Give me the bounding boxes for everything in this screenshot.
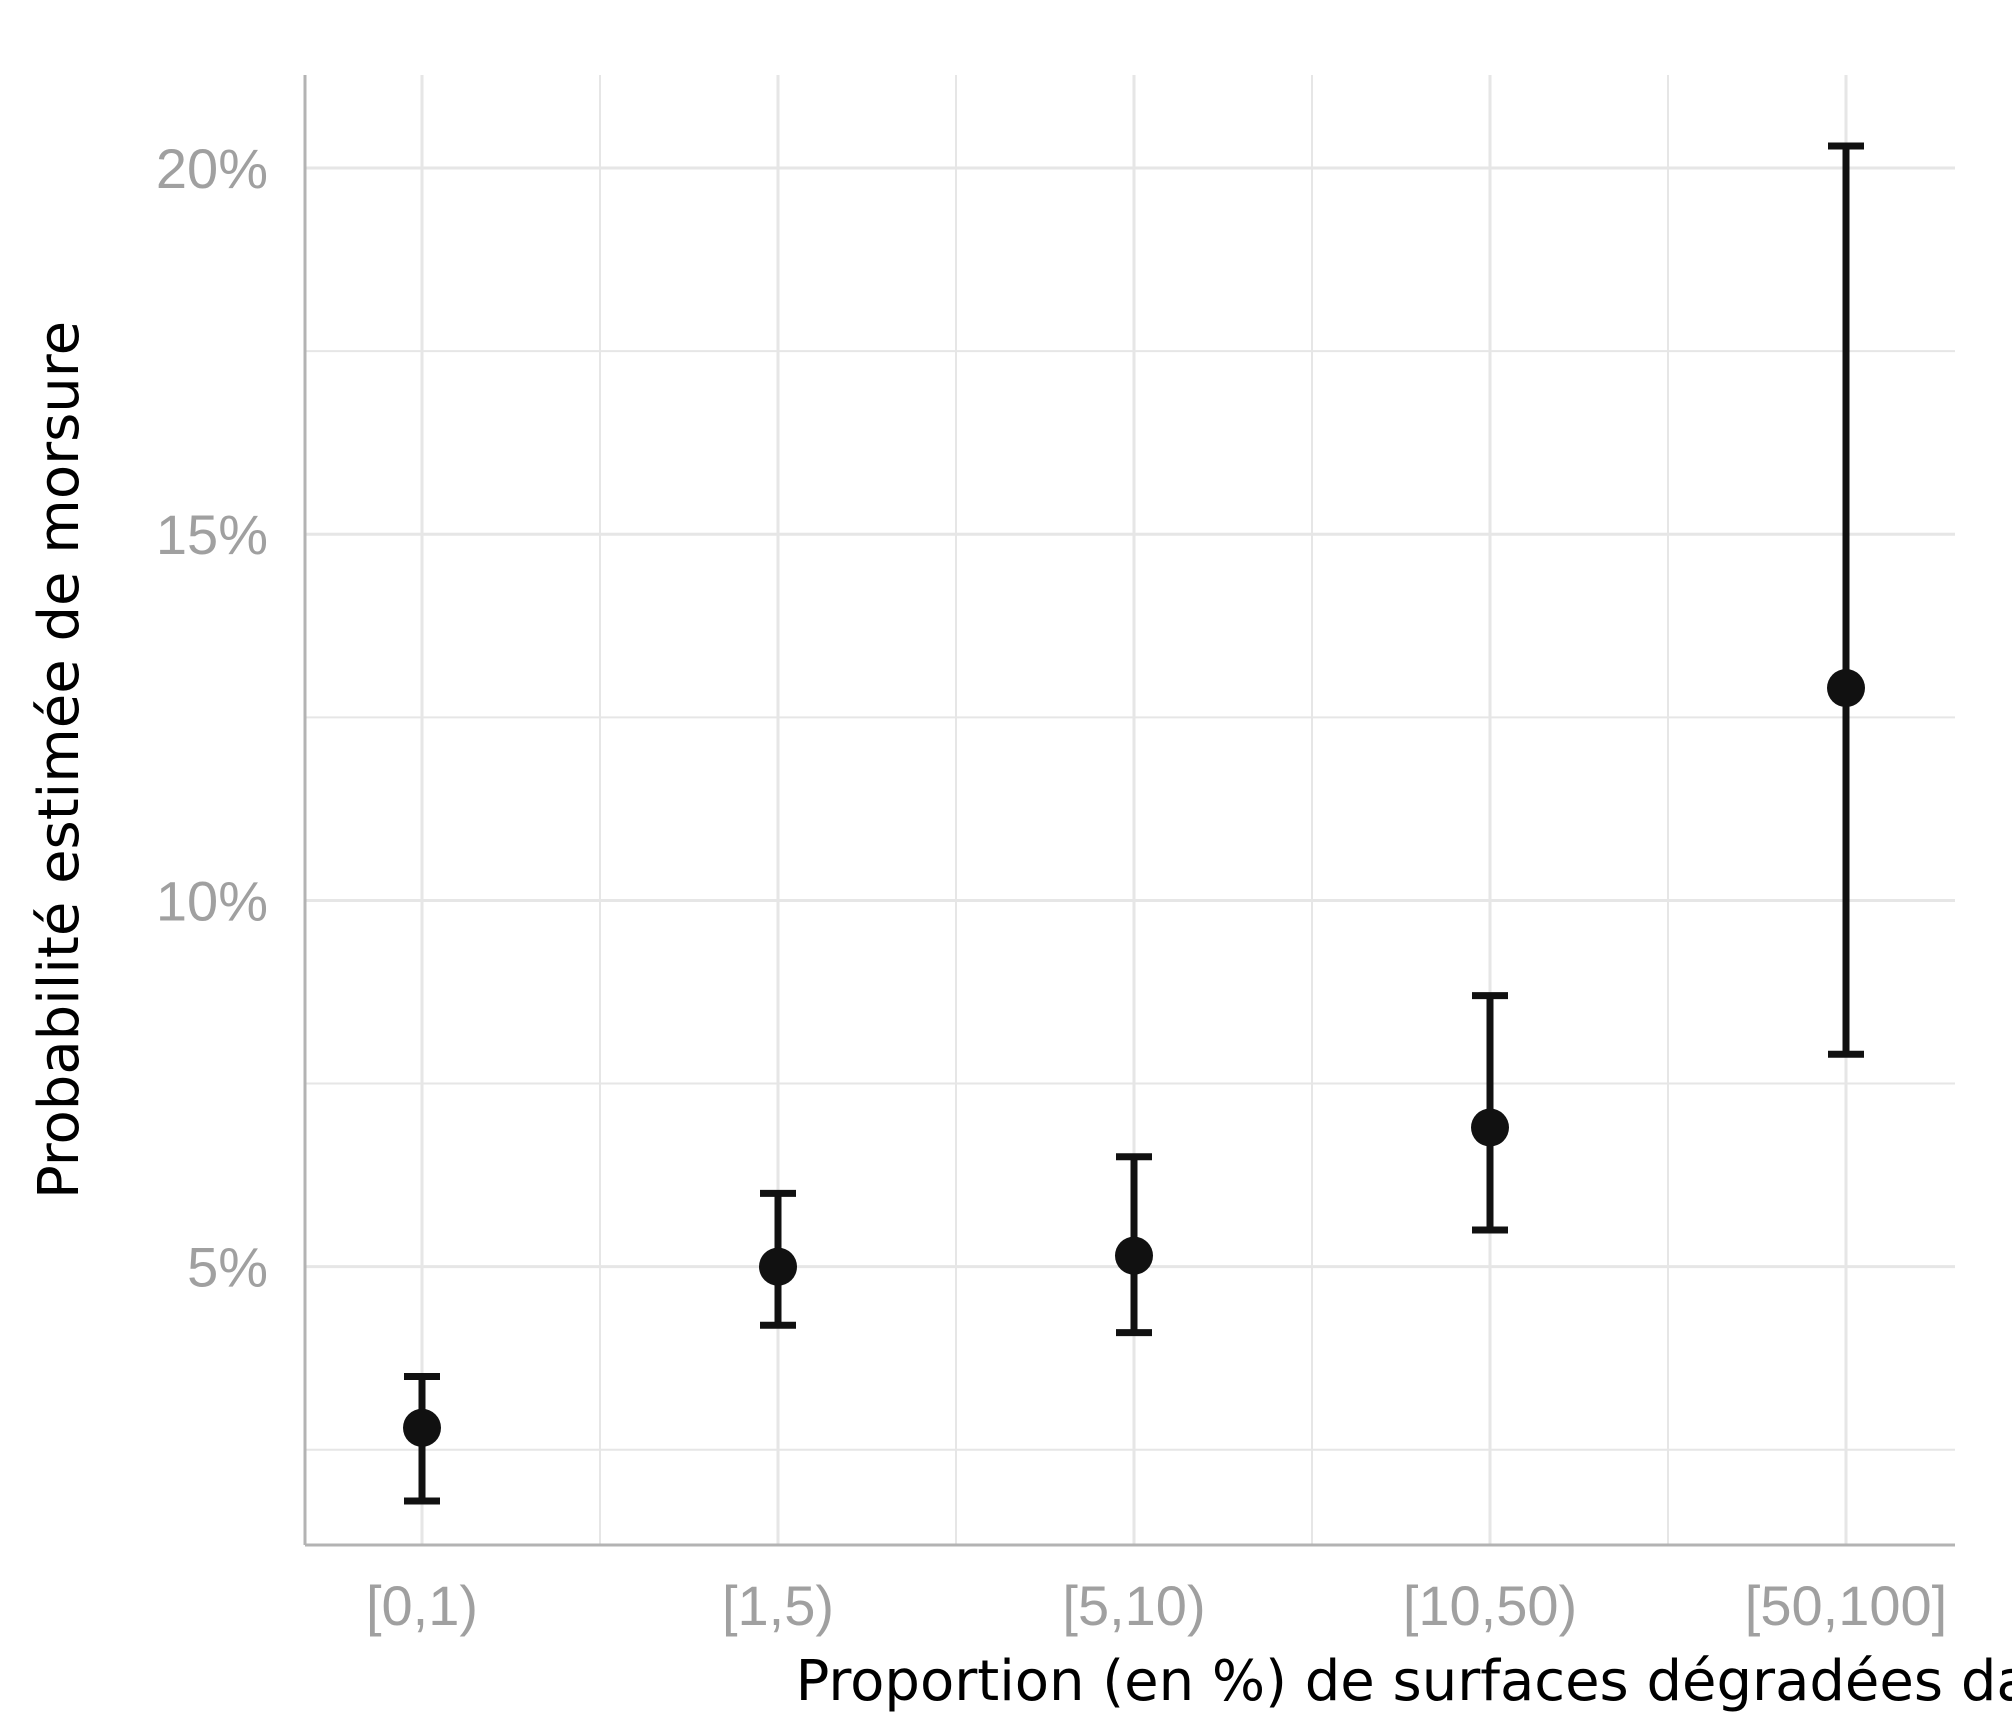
x-tick-labels: [0,1) [1,5) [5,10) [10,50) [50,100] — [366, 1574, 1947, 1637]
x-axis-title: Proportion (en %) de surfaces dégradées … — [796, 1649, 2012, 1714]
x-tick-label: [1,5) — [722, 1574, 834, 1637]
error-bar-group — [403, 1373, 441, 1505]
error-bar-group — [1827, 142, 1865, 1058]
axes — [303, 75, 1955, 1547]
data-marks — [403, 142, 1865, 1505]
x-tick-label: [10,50) — [1403, 1574, 1577, 1637]
y-axis-title: Probabilité estimée de morsure — [27, 321, 92, 1199]
error-bar-group — [1471, 992, 1509, 1234]
data-point — [1471, 1108, 1509, 1147]
x-tick-label: [50,100] — [1745, 1574, 1947, 1637]
data-point — [403, 1408, 441, 1447]
y-tick-label: 5% — [187, 1236, 268, 1299]
y-tick-label: 15% — [156, 503, 268, 566]
data-point — [759, 1247, 797, 1286]
grid — [305, 75, 1955, 1545]
error-bar-group — [759, 1189, 797, 1329]
y-tick-label: 10% — [156, 869, 268, 932]
x-tick-label: [5,10) — [1062, 1574, 1205, 1637]
y-tick-label: 20% — [156, 137, 268, 200]
data-point — [1827, 669, 1865, 708]
y-tick-labels: 5% 10% 15% 20% — [156, 137, 268, 1299]
data-point — [1115, 1236, 1153, 1275]
error-bar-group — [1115, 1153, 1153, 1337]
x-tick-label: [0,1) — [366, 1574, 478, 1637]
